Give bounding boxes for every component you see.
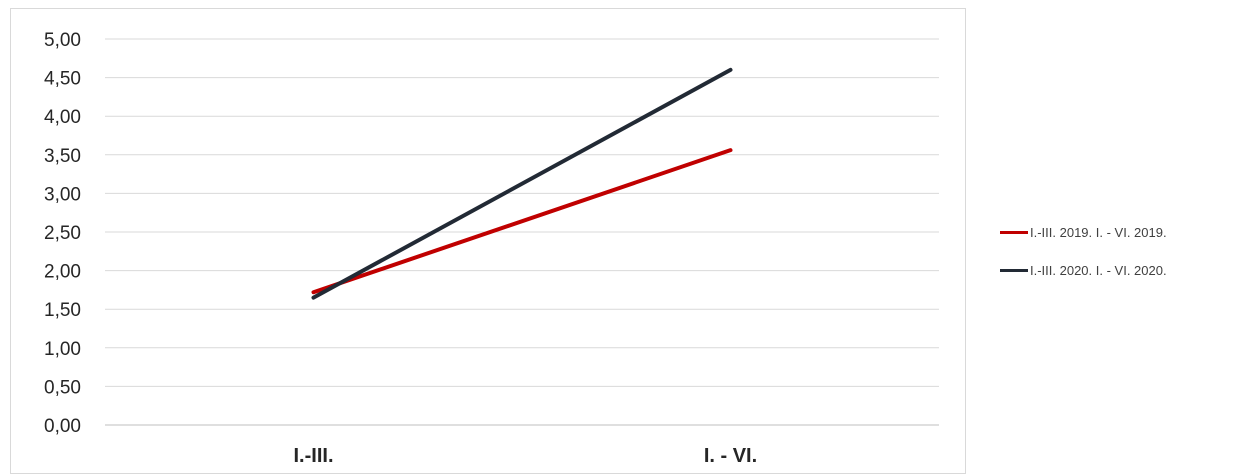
x-tick-label-0: I.-III. (294, 445, 334, 467)
x-tick-label-1: I. - VI. (704, 445, 757, 467)
series-lines (311, 67, 733, 300)
y-tick-label-5: 2,50 (44, 223, 81, 244)
series-line-0 (311, 148, 733, 295)
y-tick-label-3: 1,50 (44, 300, 81, 321)
y-tick-label-8: 4,00 (44, 107, 81, 128)
x-axis-ticks: I.-III. I. - VI. (294, 445, 758, 467)
legend-swatch-1 (1000, 268, 1028, 272)
y-tick-label-1: 0,50 (44, 377, 81, 398)
y-tick-label-9: 4,50 (44, 69, 81, 90)
legend-swatch-0 (1000, 230, 1028, 234)
series-line-1 (311, 67, 733, 300)
line-chart: 0,00 0,50 1,00 1,50 2,00 2,50 3,00 3,50 4,00 4,50… (44, 30, 939, 467)
y-tick-label-4: 2,00 (44, 262, 81, 283)
y-tick-label-0: 0,00 (44, 416, 81, 437)
legend: I.-III. 2019. I. - VI. 2019. I.-III. 202… (1000, 222, 1167, 298)
chart-area: 0,00 0,50 1,00 1,50 2,00 2,50 3,00 3,50 4,00 4,50… (10, 8, 966, 474)
legend-label-1: I.-III. 2020. I. - VI. 2020. (1030, 262, 1167, 278)
y-tick-label-2: 1,00 (44, 339, 81, 360)
gridlines (105, 38, 939, 426)
legend-label-0: I.-III. 2019. I. - VI. 2019. (1030, 224, 1167, 240)
legend-item-1: I.-III. 2020. I. - VI. 2020. (1000, 260, 1167, 280)
y-tick-label-7: 3,50 (44, 146, 81, 167)
legend-item-0: I.-III. 2019. I. - VI. 2019. (1000, 222, 1167, 242)
y-axis-ticks: 0,00 0,50 1,00 1,50 2,00 2,50 3,00 3,50 4,00 4,50… (44, 30, 81, 437)
y-tick-label-10: 5,00 (44, 30, 81, 51)
y-tick-label-6: 3,00 (44, 184, 81, 205)
